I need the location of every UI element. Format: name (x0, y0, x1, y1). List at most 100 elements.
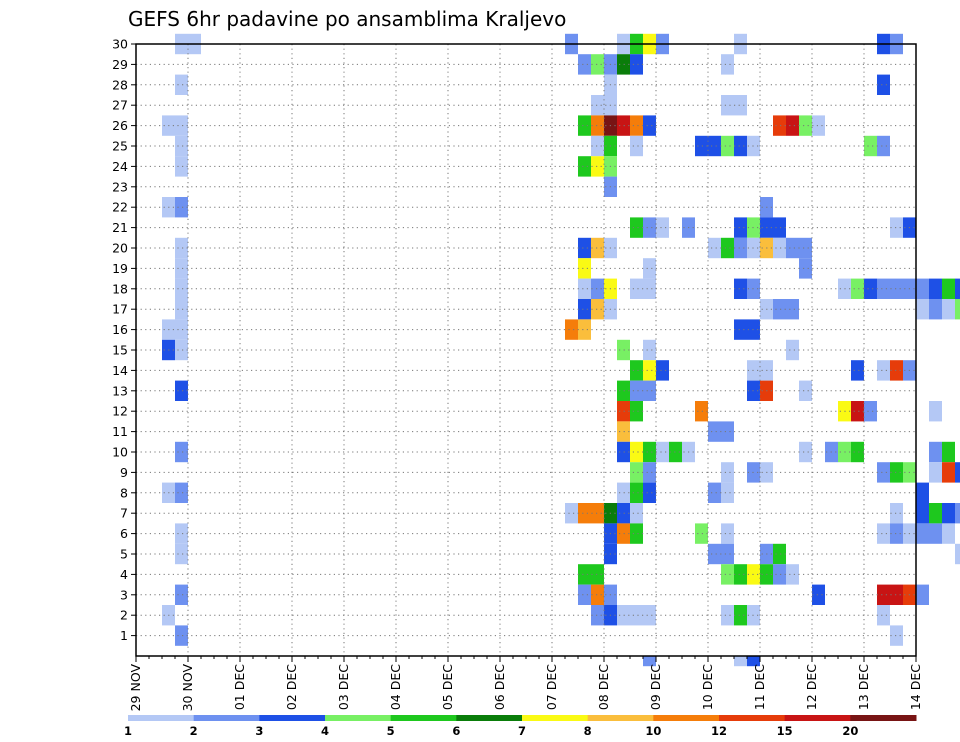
x-tick-label: 29 NOV (128, 664, 143, 712)
y-tick-label: 29 (112, 57, 128, 72)
heatmap-cell (786, 115, 799, 136)
heatmap-cell (786, 564, 799, 585)
heatmap-cell (773, 115, 786, 136)
heatmap-cell (942, 441, 955, 463)
heatmap-cell (617, 339, 630, 361)
heatmap-cell (643, 441, 656, 463)
heatmap-cell (617, 54, 630, 75)
colorbar-label: 12 (711, 724, 727, 738)
colorbar-label: 20 (842, 724, 858, 738)
heatmap-cell (591, 584, 604, 605)
heatmap-cell (721, 564, 734, 585)
y-tick-label: 24 (112, 159, 128, 174)
heatmap-cell (578, 115, 591, 136)
heatmap-cell (773, 543, 786, 565)
heatmap-cell (877, 584, 890, 605)
colorbar-label: 15 (777, 724, 793, 738)
heatmap-cell (773, 564, 786, 585)
y-tick-label: 3 (120, 587, 128, 602)
heatmap-cell (591, 54, 604, 75)
colorbar-legend: 1 2 3 4 5 6 7 8 10 12 15 20 (124, 715, 917, 738)
y-tick-label: 11 (112, 424, 128, 439)
heatmap-cell (916, 503, 929, 524)
heatmap-cell (708, 543, 721, 565)
heatmap-cell (929, 523, 942, 544)
heatmap-cell (175, 278, 188, 299)
heatmap-cell (942, 278, 955, 299)
heatmap-cell (812, 584, 825, 605)
y-tick-label: 21 (112, 220, 128, 235)
heatmap-cell (565, 319, 578, 340)
heatmap-cell (864, 401, 877, 422)
heatmap-cell (578, 237, 591, 259)
x-tick-label: 30 NOV (180, 664, 195, 712)
y-tick-label: 4 (120, 567, 128, 582)
heatmap-cell (578, 584, 591, 605)
heatmap-cell (799, 237, 812, 259)
heatmap-cell (890, 278, 903, 299)
heatmap-cell (942, 523, 955, 544)
heatmap-cell (643, 360, 656, 381)
colorbar-swatch (128, 715, 195, 721)
y-tick-label: 12 (112, 404, 128, 419)
y-tick-label: 6 (120, 526, 128, 541)
heatmap-cell (890, 217, 903, 238)
heatmap-cell (695, 135, 708, 157)
heatmap-cell (877, 605, 890, 626)
heatmap-cell (630, 115, 643, 136)
heatmap-cell (630, 605, 643, 626)
y-tick-label: 18 (112, 281, 128, 296)
heatmap-cell (864, 278, 877, 299)
heatmap-cell (955, 299, 960, 320)
heatmap-cell (851, 401, 864, 422)
heatmap-cell (669, 441, 682, 463)
heatmap-cell (175, 319, 188, 340)
heatmap-cell (175, 625, 188, 646)
x-tick-label: 01 DEC (232, 664, 247, 710)
x-tick-label: 09 DEC (648, 664, 663, 710)
heatmap-cell (630, 441, 643, 463)
heatmap-cell (890, 523, 903, 544)
heatmap-cell (617, 115, 630, 136)
heatmap-cell (578, 299, 591, 320)
y-tick-label: 5 (120, 547, 128, 562)
heatmap-cell (747, 656, 760, 667)
heatmap-cell (721, 523, 734, 544)
heatmap-cell (812, 115, 825, 136)
heatmap-cell (955, 503, 960, 524)
heatmap-cell (175, 237, 188, 259)
colorbar-swatch (850, 715, 917, 721)
y-tick-label: 8 (120, 485, 128, 500)
heatmap-cell (773, 237, 786, 259)
heatmap-cell (175, 441, 188, 463)
heatmap-cell (175, 156, 188, 177)
heatmap-cell (630, 278, 643, 299)
x-tick-label: 07 DEC (544, 664, 559, 710)
y-tick-label: 28 (112, 77, 128, 92)
heatmap-cell (643, 339, 656, 361)
heatmap-cell (617, 605, 630, 626)
heatmap-cell (890, 462, 903, 483)
heatmap-cell (734, 605, 747, 626)
heatmap-cell (773, 217, 786, 238)
y-axis: 1234567891011121314151617181920212223242… (112, 37, 136, 643)
colorbar-swatch (325, 715, 392, 721)
heatmap-cell (617, 380, 630, 401)
x-tick-label: 13 DEC (856, 664, 871, 710)
heatmap-cell (708, 237, 721, 259)
colorbar-label: 1 (124, 724, 132, 738)
colorbar-swatch (784, 715, 851, 721)
y-tick-label: 2 (120, 608, 128, 623)
heatmap-cell (630, 503, 643, 524)
x-tick-label: 02 DEC (284, 664, 299, 710)
heatmap-cell (708, 421, 721, 442)
y-tick-label: 27 (112, 98, 128, 113)
colorbar-swatch (259, 715, 326, 721)
y-tick-label: 26 (112, 118, 128, 133)
heatmap-cell (591, 564, 604, 585)
heatmap-cell (630, 401, 643, 422)
y-tick-label: 17 (112, 302, 128, 317)
heatmap-cell (929, 462, 942, 483)
heatmap-cell (851, 441, 864, 463)
heatmap-cell (721, 135, 734, 157)
